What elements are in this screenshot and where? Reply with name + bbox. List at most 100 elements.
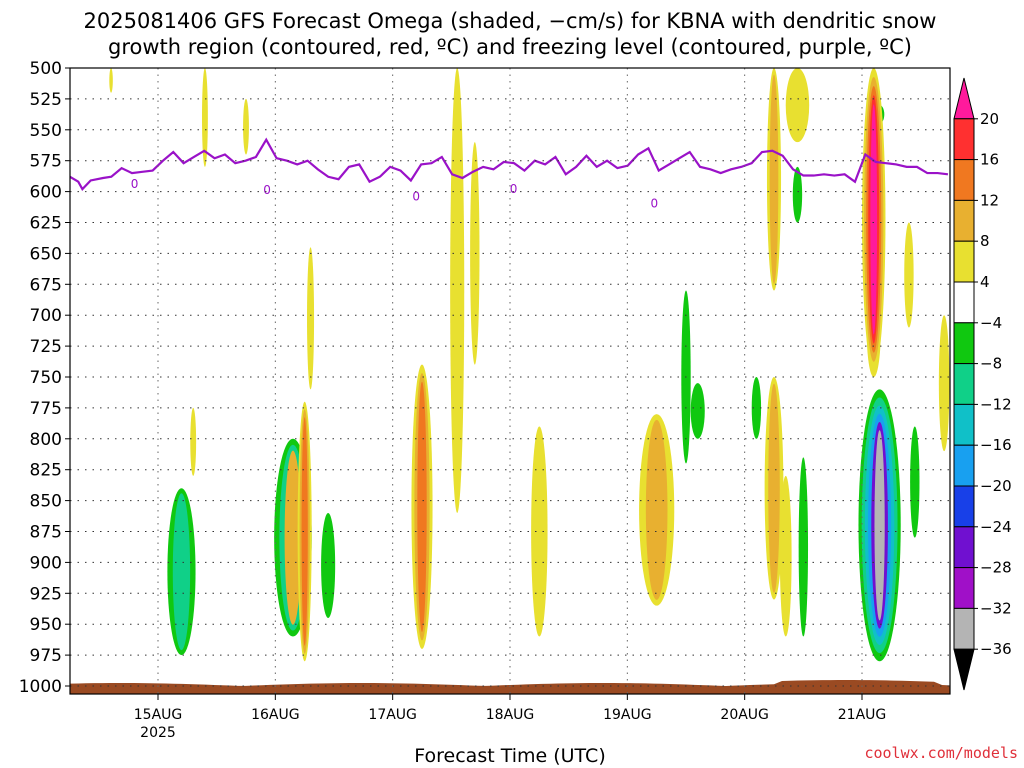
omega-shade-1-0 bbox=[190, 407, 197, 476]
omega-region-13 bbox=[639, 414, 675, 606]
omega-region-17 bbox=[766, 68, 782, 291]
y-tick-label-675: 675 bbox=[30, 275, 62, 295]
y-tick-label-875: 875 bbox=[30, 523, 62, 543]
omega-shade-7-0 bbox=[321, 512, 336, 619]
omega-region-8 bbox=[307, 247, 315, 390]
omega-shade-18-0 bbox=[785, 68, 810, 143]
colorbar-band-12 bbox=[953, 567, 975, 609]
colorbar-label-10: −24 bbox=[980, 518, 1012, 536]
omega-region-12 bbox=[531, 426, 548, 637]
omega-region-19 bbox=[792, 166, 803, 223]
y-tick-label-550: 550 bbox=[30, 121, 62, 141]
chart-title-line-2: growth region (contoured, red, ºC) and f… bbox=[108, 35, 912, 59]
colorbar-label-4: 4 bbox=[980, 273, 990, 291]
colorbar-band-9 bbox=[953, 444, 975, 487]
omega-region-27 bbox=[862, 68, 886, 371]
omega-shade-11-0 bbox=[470, 142, 480, 365]
colorbar-label-13: −36 bbox=[980, 640, 1012, 658]
omega-region-29 bbox=[938, 315, 950, 452]
x-axis-title: Forecast Time (UTC) bbox=[414, 745, 605, 767]
colorbar-label-9: −20 bbox=[980, 477, 1012, 495]
colorbar-band-7 bbox=[953, 363, 975, 405]
omega-region-22 bbox=[798, 457, 809, 637]
omega-shade-20-1 bbox=[768, 383, 780, 593]
y-tick-label-575: 575 bbox=[30, 152, 62, 172]
colorbar-bottom-arrow bbox=[953, 648, 975, 691]
x-tick-label-19AUG: 19AUG bbox=[603, 707, 652, 723]
omega-shade-9-2 bbox=[417, 381, 427, 632]
colorbar-label-7: −12 bbox=[980, 395, 1012, 413]
freezing-level-label-4: 0 bbox=[650, 197, 658, 211]
colorbar-band-3 bbox=[953, 199, 975, 242]
x-tick-label-15AUG: 15AUG bbox=[134, 707, 183, 723]
colorbar-label-5: −4 bbox=[980, 314, 1002, 332]
freezing-level-label-1: 0 bbox=[263, 183, 271, 197]
omega-shade-27-4 bbox=[870, 104, 878, 335]
omega-region-1 bbox=[190, 407, 197, 476]
y-tick-label-525: 525 bbox=[30, 90, 62, 110]
omega-shade-17-1 bbox=[769, 74, 779, 284]
omega-region-0 bbox=[167, 488, 196, 656]
x-tick-sublabel-15AUG: 2025 bbox=[140, 725, 176, 741]
y-tick-label-750: 750 bbox=[30, 368, 62, 388]
x-tick-label-18AUG: 18AUG bbox=[486, 707, 535, 723]
plot-area bbox=[109, 68, 950, 662]
omega-region-26 bbox=[904, 222, 914, 328]
freezing-level-label-2: 0 bbox=[412, 189, 420, 203]
omega-shade-26-0 bbox=[904, 222, 914, 328]
omega-region-15 bbox=[690, 383, 705, 439]
omega-shade-12-0 bbox=[531, 426, 548, 637]
omega-region-3 bbox=[202, 68, 208, 167]
colorbar-label-0: 20 bbox=[980, 110, 999, 128]
y-tick-label-1000: 1000 bbox=[19, 677, 62, 697]
omega-shade-28-0 bbox=[910, 426, 920, 538]
omega-shade-4-0 bbox=[243, 98, 249, 155]
freezing-level-line bbox=[69, 137, 949, 191]
omega-region-7 bbox=[321, 512, 336, 619]
omega-region-2 bbox=[109, 68, 113, 93]
omega-shade-3-0 bbox=[202, 68, 208, 167]
omega-region-16 bbox=[751, 377, 762, 439]
colorbar-label-3: 8 bbox=[980, 232, 990, 250]
omega-region-6 bbox=[297, 401, 312, 662]
y-tick-label-825: 825 bbox=[30, 461, 62, 481]
omega-shade-5-2 bbox=[284, 450, 302, 625]
omega-shade-29-0 bbox=[938, 315, 950, 452]
credit-text: coolwx.com/models bbox=[864, 744, 1018, 762]
colorbar-band-1 bbox=[953, 118, 975, 161]
omega-shade-0-1 bbox=[172, 493, 191, 651]
y-tick-label-950: 950 bbox=[30, 615, 62, 635]
y-tick-label-975: 975 bbox=[30, 646, 62, 666]
y-tick-label-700: 700 bbox=[30, 306, 62, 326]
omega-region-4 bbox=[243, 98, 249, 155]
y-tick-label-650: 650 bbox=[30, 244, 62, 264]
omega-region-20 bbox=[764, 377, 784, 600]
x-tick-label-16AUG: 16AUG bbox=[251, 707, 300, 723]
colorbar-label-11: −28 bbox=[980, 559, 1012, 577]
chart-title-line-1: 2025081406 GFS Forecast Omega (shaded, −… bbox=[84, 9, 937, 33]
y-tick-label-625: 625 bbox=[30, 214, 62, 234]
grid-lines bbox=[70, 67, 950, 694]
colorbar-band-2 bbox=[953, 159, 975, 201]
colorbar-label-1: 16 bbox=[980, 151, 999, 169]
y-tick-label-850: 850 bbox=[30, 492, 62, 512]
colorbar-band-6 bbox=[953, 322, 975, 365]
colorbar-label-2: 12 bbox=[980, 191, 999, 209]
omega-region-9 bbox=[411, 364, 433, 649]
freezing-level-label-0: 0 bbox=[131, 177, 139, 191]
omega-region-10 bbox=[450, 68, 465, 513]
y-tick-label-500: 500 bbox=[30, 59, 62, 79]
y-tick-label-900: 900 bbox=[30, 553, 62, 573]
omega-shade-19-0 bbox=[792, 166, 803, 223]
omega-shade-13-1 bbox=[645, 419, 668, 600]
y-tick-label-775: 775 bbox=[30, 399, 62, 419]
x-axis: 15AUG 2025 16AUG 17AUG 18AUG 19AUG 20AUG 21AUG bbox=[134, 694, 887, 741]
omega-region-18 bbox=[785, 68, 810, 143]
y-tick-label-925: 925 bbox=[30, 584, 62, 604]
x-tick-label-21AUG: 21AUG bbox=[838, 707, 887, 723]
x-tick-label-20AUG: 20AUG bbox=[720, 707, 769, 723]
x-tick-label-17AUG: 17AUG bbox=[368, 707, 417, 723]
colorbar-label-12: −32 bbox=[980, 599, 1012, 617]
omega-shade-15-0 bbox=[690, 383, 705, 439]
